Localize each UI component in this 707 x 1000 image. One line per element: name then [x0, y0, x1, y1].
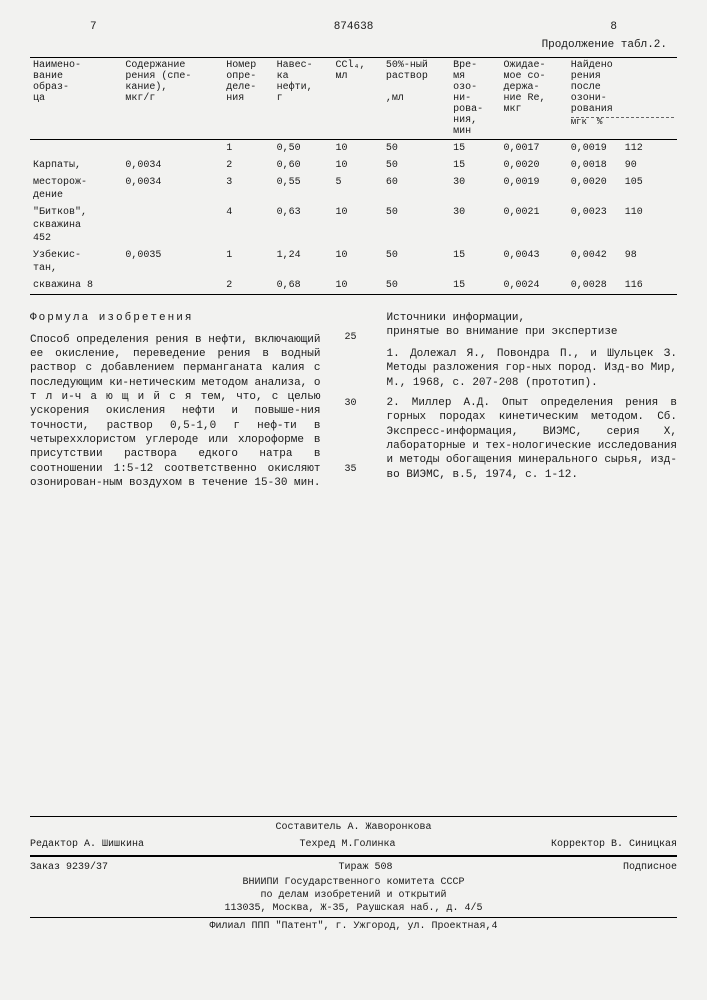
sources-subtitle: принятые во внимание при экспертизе [387, 325, 678, 339]
table-cell: 1,24 [274, 247, 333, 277]
table-cell: 1 [223, 247, 273, 277]
table-cell: 0,0034 [122, 174, 223, 204]
table-cell: скважина 8 [30, 277, 122, 295]
table-cell: 0,0021 [501, 204, 568, 247]
page-num-right: 8 [610, 20, 617, 34]
reference-2: 2. Миллер А.Д. Опыт определения рения в … [387, 396, 678, 482]
line-numbers: 25 30 35 [345, 311, 363, 497]
filial: Филиал ППП "Патент", г. Ужгород, ул. Про… [209, 921, 497, 932]
table-row: Узбекис- тан,0,003511,241050150,00430,00… [30, 247, 677, 277]
table-row: месторож- дение0,003430,55560300,00190,0… [30, 174, 677, 204]
table-cell: 15 [450, 157, 500, 174]
table-cell: 15 [450, 139, 500, 157]
table-cell: Узбекис- тан, [30, 247, 122, 277]
table-cell: 1 [223, 139, 273, 157]
table-cell: 0,50 [274, 139, 333, 157]
data-table: Наимено- вание образ- цаСодержание рения… [30, 57, 677, 295]
org-line-2: по делам изобретений и открытий [30, 889, 677, 902]
table-cell: 60 [383, 174, 450, 204]
table-cell: 15 [450, 247, 500, 277]
table-cell: 0,0035 [122, 247, 223, 277]
col-header: Наимено- вание образ- ца [30, 57, 122, 139]
table-cell: 10 [332, 247, 382, 277]
address: 113035, Москва, Ж-35, Раушская наб., д. … [30, 902, 677, 915]
corrector: Корректор В. Синицкая [551, 838, 677, 851]
page-header: 7 874638 8 [30, 20, 677, 34]
formula-title: Формула изобретения [30, 311, 321, 325]
podpisnoe: Подписное [623, 861, 677, 874]
col-header: Найденоренияпослеозони-рованиямгк% [568, 57, 677, 139]
compiler: Составитель А. Жаворонкова [275, 821, 431, 834]
table-cell: 5 [332, 174, 382, 204]
table-continuation: Продолжение табл.2. [30, 38, 677, 52]
col-header: Ожидае- мое со- держа- ние Re, мкг [501, 57, 568, 139]
table-cell: 0,63 [274, 204, 333, 247]
col-header: CCl₄, мл [332, 57, 382, 139]
col-header: Вре- мя озо- ни- рова- ния, мин [450, 57, 500, 139]
right-column: Источники информации, принятые во вниман… [387, 311, 678, 497]
table-cell: 50 [383, 139, 450, 157]
table-cell: 50 [383, 277, 450, 295]
left-column: Формула изобретения Способ определения р… [30, 311, 321, 497]
org-line-1: ВНИИПИ Государственного комитета СССР [30, 876, 677, 889]
tirazh: Тираж 508 [338, 861, 392, 874]
techred: Техред М.Голинка [299, 838, 395, 851]
table-cell: 0,0034 [122, 157, 223, 174]
table-cell: 0,0019 [501, 174, 568, 204]
table-cell [122, 204, 223, 247]
table-cell: 0,0042 98 [568, 247, 677, 277]
table-cell: 10 [332, 204, 382, 247]
table-cell: 15 [450, 277, 500, 295]
doc-number: 874638 [334, 20, 374, 34]
table-cell: 30 [450, 174, 500, 204]
table-cell: 0,68 [274, 277, 333, 295]
formula-body: Способ определения рения в нефти, включа… [30, 333, 321, 490]
table-cell: 10 [332, 157, 382, 174]
table-cell: 2 [223, 157, 273, 174]
sources-title: Источники информации, [387, 312, 526, 324]
order-num: Заказ 9239/37 [30, 861, 108, 874]
table-cell: 10 [332, 277, 382, 295]
table-cell: 50 [383, 157, 450, 174]
table-cell: 30 [450, 204, 500, 247]
table-cell: 0,0019 112 [568, 139, 677, 157]
table-cell: 0,60 [274, 157, 333, 174]
table-cell: "Битков", скважина 452 [30, 204, 122, 247]
table-cell: 50 [383, 204, 450, 247]
table-row: Карпаты,0,003420,601050150,00200,0018 90 [30, 157, 677, 174]
page-num-left: 7 [90, 20, 97, 34]
table-cell: месторож- дение [30, 174, 122, 204]
table-cell: 4 [223, 204, 273, 247]
table-cell: 0,0020 105 [568, 174, 677, 204]
table-row: скважина 8 20,681050150,00240,0028 116 [30, 277, 677, 295]
table-cell: 0,55 [274, 174, 333, 204]
table-cell [122, 277, 223, 295]
table-cell: 0,0043 [501, 247, 568, 277]
table-cell: 0,0028 116 [568, 277, 677, 295]
table-row: 10,501050150,00170,0019 112 [30, 139, 677, 157]
editor: Редактор А. Шишкина [30, 838, 144, 851]
table-cell: 0,0024 [501, 277, 568, 295]
col-header: Номер опре- деле- ния [223, 57, 273, 139]
table-cell: 50 [383, 247, 450, 277]
table-cell [30, 139, 122, 157]
table-cell: 2 [223, 277, 273, 295]
text-columns: Формула изобретения Способ определения р… [30, 311, 677, 497]
table-cell: 10 [332, 139, 382, 157]
reference-1: 1. Долежал Я., Повондра П., и Шульцек З.… [387, 347, 678, 390]
col-header: Содержание рения (спе- кание), мкг/г [122, 57, 223, 139]
col-header: Навес- ка нефти, г [274, 57, 333, 139]
table-cell: 0,0023 110 [568, 204, 677, 247]
table-cell: 3 [223, 174, 273, 204]
table-cell: 0,0018 90 [568, 157, 677, 174]
table-cell: 0,0017 [501, 139, 568, 157]
table-row: "Битков", скважина 452 40,631050300,00210… [30, 204, 677, 247]
table-cell: 0,0020 [501, 157, 568, 174]
col-header: 50%-ный раствор ,мл [383, 57, 450, 139]
table-cell: Карпаты, [30, 157, 122, 174]
table-cell [122, 139, 223, 157]
footer-block: Составитель А. Жаворонкова Редактор А. Ш… [30, 816, 677, 933]
